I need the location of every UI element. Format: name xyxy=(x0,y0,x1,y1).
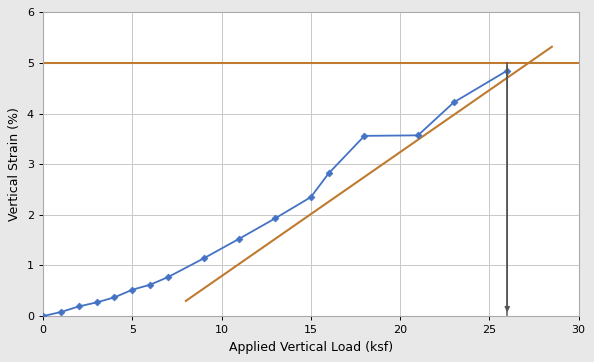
X-axis label: Applied Vertical Load (ksf): Applied Vertical Load (ksf) xyxy=(229,341,393,354)
Y-axis label: Vertical Strain (%): Vertical Strain (%) xyxy=(8,107,21,221)
